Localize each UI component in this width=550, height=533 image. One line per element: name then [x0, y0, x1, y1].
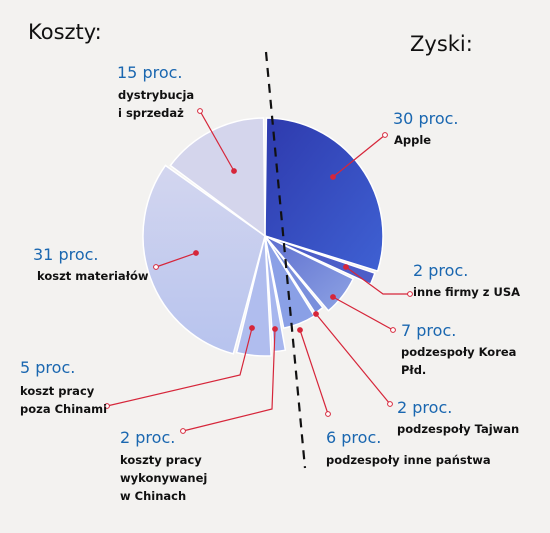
leader-other-countries-dot	[325, 411, 331, 417]
pct-label-korea: 7 proc.	[401, 321, 457, 340]
leader-labor-outside-china-dot	[249, 325, 255, 331]
leader-materials-dot	[153, 264, 159, 270]
leader-taiwan-dot	[313, 311, 319, 317]
pct-label-distribution: 15 proc.	[117, 63, 183, 82]
divider-line	[264, 51, 307, 469]
label-other-usa: inne firmy z USA	[413, 285, 521, 299]
leader-other-usa-dot	[343, 264, 349, 270]
leader-korea	[332, 296, 394, 331]
leader-apple	[332, 134, 386, 178]
slice-korea	[264, 235, 355, 312]
leader-korea-dot	[390, 327, 396, 333]
label-materials: koszt materiałów	[37, 269, 149, 283]
label-taiwan: podzespoły Tajwan	[397, 422, 520, 436]
leader-labor-outside-china-dot	[104, 403, 110, 409]
leader-apple-dot	[382, 132, 388, 138]
slice-materials	[142, 164, 266, 355]
pct-label-labor-outside-china: 5 proc.	[20, 358, 76, 377]
label-labor-china: koszty pracy wykonywanej w Chinach	[120, 453, 208, 503]
label-korea: podzespoły Korea Płd.	[401, 345, 517, 377]
leader-materials-dot	[193, 250, 199, 256]
label-labor-outside-china: koszt pracy poza Chinami	[20, 384, 108, 416]
slice-other-usa	[264, 235, 376, 286]
pct-label-apple: 30 proc.	[393, 109, 459, 128]
costs-heading: Koszty:	[28, 20, 102, 44]
profits-heading: Zyski:	[410, 32, 473, 56]
leader-other-usa	[345, 266, 410, 295]
leader-taiwan-dot	[387, 401, 393, 407]
leader-distribution-dot	[197, 108, 203, 114]
leader-korea-dot	[330, 294, 336, 300]
leader-other-countries-dot	[297, 327, 303, 333]
label-distribution: dystrybucja i sprzedaż	[118, 88, 195, 120]
slice-apple	[264, 117, 384, 273]
leader-labor-china-dot	[272, 326, 278, 332]
pct-label-taiwan: 2 proc.	[397, 398, 453, 417]
label-other-countries: podzespoły inne państwa	[326, 453, 491, 467]
leader-other-usa-dot	[407, 291, 413, 297]
leader-taiwan	[315, 313, 391, 405]
leader-other-countries	[299, 329, 329, 415]
slice-labor-outside-china	[235, 235, 272, 357]
leader-materials	[155, 252, 197, 268]
leader-distribution-dot	[231, 168, 237, 174]
label-apple: Apple	[394, 133, 432, 147]
leader-labor-china	[182, 328, 276, 432]
leader-labor-outside-china	[106, 327, 253, 407]
pct-label-labor-china: 2 proc.	[120, 428, 176, 447]
leader-labor-china-dot	[180, 428, 186, 434]
pct-label-other-countries: 6 proc.	[326, 428, 382, 447]
leader-apple-dot	[330, 174, 336, 180]
pct-label-other-usa: 2 proc.	[413, 261, 469, 280]
leader-distribution	[199, 110, 235, 172]
pct-label-materials: 31 proc.	[33, 245, 99, 264]
